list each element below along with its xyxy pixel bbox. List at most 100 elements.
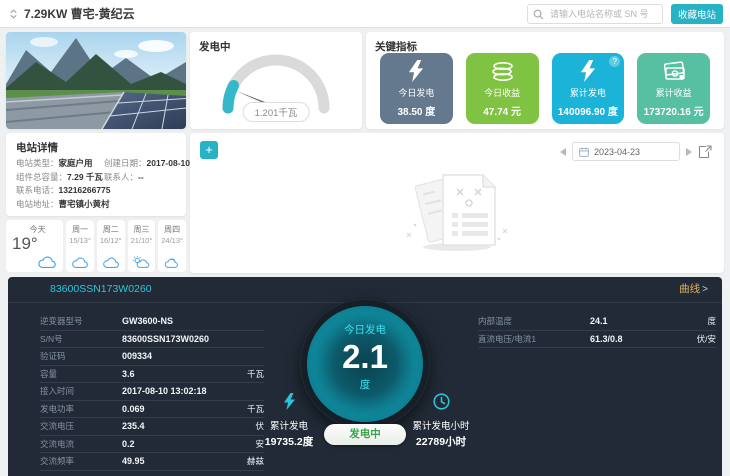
total-generation-stat: 累计发电 19735.2度 <box>234 393 344 449</box>
row-label: 接入时间 <box>40 386 75 397</box>
weather-day: 周二 16/12° <box>96 220 125 272</box>
row-label: 容量 <box>40 368 58 379</box>
page-title: 7.29KW 曹宅-黄纪云 <box>24 7 135 21</box>
kpi-label: 累计发电 <box>569 88 606 98</box>
lightning-icon <box>380 60 453 84</box>
lightning-icon <box>283 393 295 410</box>
search-input[interactable] <box>527 4 663 24</box>
weather-day-label: 今天 <box>29 225 46 234</box>
field-value: -- <box>138 171 144 182</box>
cash-icon <box>637 60 710 84</box>
field-value: 家庭户用 <box>58 158 93 168</box>
row-unit: 安 <box>255 438 264 449</box>
curve-link[interactable]: 曲线 > <box>679 283 708 295</box>
kpi-value: 38.50 度 <box>397 107 436 118</box>
table-row: 容量 3.6 千瓦 <box>40 366 264 383</box>
row-label: 交流频率 <box>40 456 75 467</box>
row-value: 3.6 <box>122 368 135 379</box>
cloud-icon <box>72 257 88 268</box>
gauge-value: 1.201千瓦 <box>242 102 310 122</box>
kpi-card-total-generation[interactable]: ? 累计发电 140096.90 度 <box>551 53 625 124</box>
table-row: 交流电压 235.4 伏 <box>40 418 264 436</box>
top-bar: 7.29KW 曹宅-黄纪云 收藏电站 <box>0 0 730 28</box>
row-value: GW3600-NS <box>122 316 174 327</box>
generating-status-badge[interactable]: 发电中 <box>324 424 406 445</box>
table-row: 发电功率 0.069 千瓦 <box>40 401 264 418</box>
row-value: 0.069 <box>122 403 145 414</box>
next-day-arrow[interactable] <box>686 147 692 156</box>
row-label: 交流电流 <box>40 438 75 449</box>
calendar-icon <box>579 146 589 157</box>
weather-day: 周一 15/13° <box>66 220 94 272</box>
row-label: 发电功率 <box>40 403 75 414</box>
field-label: 电站地址： <box>16 198 59 209</box>
table-row: 逆变器型号 GW3600-NS <box>40 313 264 331</box>
add-chart-button[interactable]: + <box>200 141 218 159</box>
today-generation-circle: 今日发电 2.1 度 <box>300 299 430 429</box>
inverter-panel: 83600SSN173W0260 曲线 > 逆变器型号 GW3600-NS S/N号… <box>8 277 722 476</box>
row-unit: 赫兹 <box>246 456 264 467</box>
field-value: 7.29 千瓦 <box>67 171 103 182</box>
row-label: 验证码 <box>40 351 66 362</box>
kpi-label: 今日发电 <box>398 88 435 98</box>
search-box <box>527 4 663 24</box>
field-value: 13216266775 <box>58 185 111 195</box>
table-row: 内部温度 24.1 度 <box>478 313 716 331</box>
stat-value: 22789小时 <box>415 436 467 448</box>
generation-gauge-card: 发电中 1.201千瓦 <box>190 32 362 129</box>
kpi-label: 今日收益 <box>484 88 521 98</box>
inverter-sn-tab[interactable]: 83600SSN173W0260 <box>50 283 152 295</box>
date-picker[interactable]: 2023-04-23 <box>572 142 680 161</box>
stat-label: 累计发电小时 <box>412 421 470 432</box>
daily-chart-panel: + 2023-04-23 <box>190 133 724 273</box>
coins-icon <box>466 60 539 84</box>
row-unit: 度 <box>707 316 716 327</box>
weather-temp: 16/12° <box>99 236 122 245</box>
prev-day-arrow[interactable] <box>560 147 566 156</box>
favorite-station-button[interactable]: 收藏电站 <box>671 4 723 24</box>
kpi-card-today-income[interactable]: 今日收益 47.74 元 <box>465 53 539 124</box>
weather-today: 今天 19° <box>6 220 64 272</box>
gauge-status-title: 发电中 <box>199 41 231 53</box>
date-value: 2023-04-23 <box>594 146 641 157</box>
export-icon[interactable] <box>698 144 712 159</box>
station-details-title: 电站详情 <box>16 142 58 154</box>
row-value: 235.4 <box>122 421 145 432</box>
stat-label: 累计发电 <box>269 421 308 432</box>
row-value: 61.3/0.8 <box>590 333 623 344</box>
circle-value: 2.1 <box>342 338 388 375</box>
solar-panels-photo <box>6 32 186 129</box>
table-row: 交流频率 49.95 赫兹 <box>40 453 264 471</box>
station-details-card: 电站详情 电站类型：家庭户用 创建日期：2017-08-10 组件总容量：7.2… <box>6 133 190 216</box>
weather-temp: 15/13° <box>69 236 91 245</box>
kpi-label: 累计收益 <box>655 88 692 98</box>
field-label: 组件总容量： <box>16 171 68 182</box>
field-label: 电站类型： <box>16 158 59 168</box>
row-value: 24.1 <box>590 316 608 327</box>
row-value: 49.95 <box>122 456 145 467</box>
weather-day-label: 周一 <box>72 225 89 234</box>
collapse-icon[interactable] <box>8 8 19 20</box>
row-value: 0.2 <box>122 438 135 449</box>
no-data-illustration <box>399 159 515 264</box>
row-value: 2017-08-10 13:02:18 <box>122 386 207 397</box>
weather-temp: 19° <box>12 234 38 253</box>
help-icon[interactable]: ? <box>609 56 621 67</box>
station-field-row: 电站类型：家庭户用 创建日期：2017-08-10 <box>16 157 190 171</box>
kpi-card-today-generation[interactable]: 今日发电 38.50 度 <box>380 53 453 124</box>
row-label: 直流电压/电流1 <box>478 333 537 344</box>
weather-temp: 21/10° <box>130 236 153 245</box>
sun-cloud-icon <box>133 255 150 268</box>
field-value: 2017-08-10 <box>146 158 190 168</box>
station-field-row: 组件总容量：7.29 千瓦 联系人：-- <box>16 171 180 185</box>
station-field-row: 联系电话：13216266775 <box>16 184 180 198</box>
table-row: 交流电流 0.2 安 <box>40 436 264 453</box>
weather-temp: 24/13° <box>161 236 184 245</box>
kpi-card-total-income[interactable]: 累计收益 173720.16 元 <box>637 53 710 124</box>
row-value: 009334 <box>122 351 153 362</box>
search-icon <box>533 9 544 20</box>
key-indicators-card: 关键指标 今日发电 38.50 度 今日收益 47.74 元 <box>366 32 724 129</box>
weather-day-label: 周三 <box>133 225 150 234</box>
row-label: 交流电压 <box>40 421 75 432</box>
